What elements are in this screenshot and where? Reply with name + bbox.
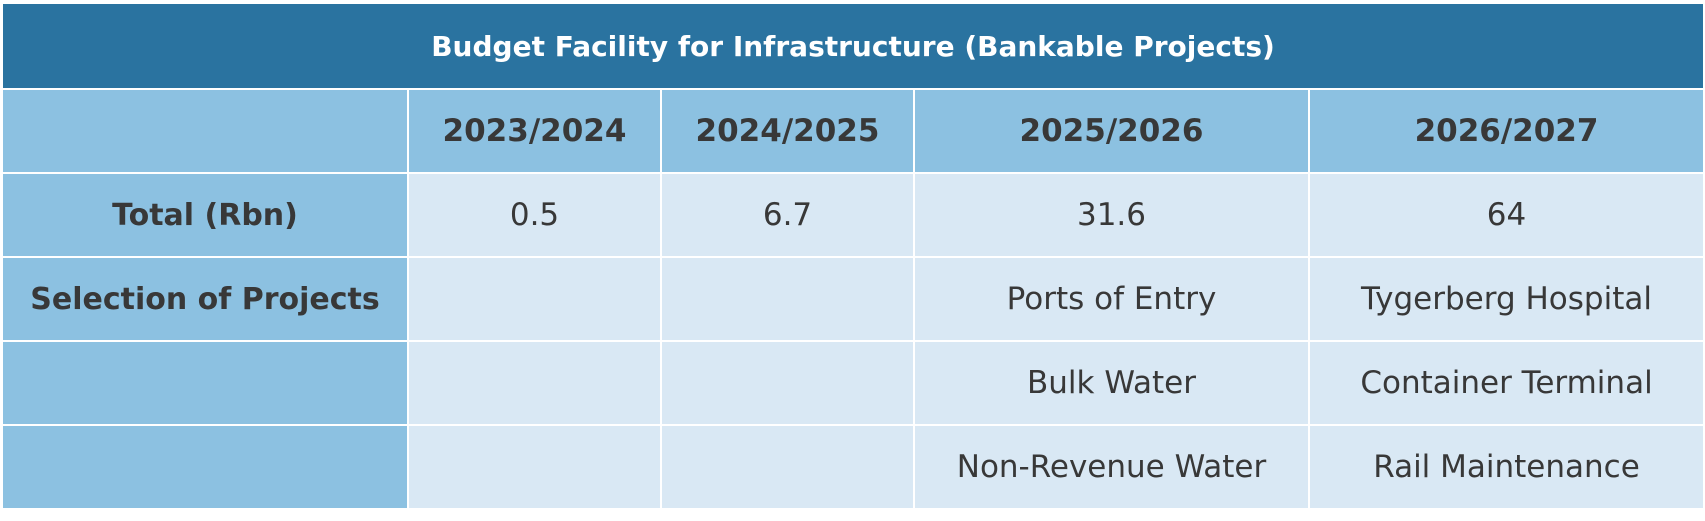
table-cell: 0.5 — [407, 172, 662, 258]
row-label — [1, 424, 409, 510]
row-label — [1, 340, 409, 426]
title-row: Budget Facility for Infrastructure (Bank… — [0, 2, 1705, 90]
table-title: Budget Facility for Infrastructure (Bank… — [0, 2, 1705, 90]
header-cell-2025-2026: 2025/2026 — [913, 88, 1310, 174]
table-cell: 64 — [1307, 172, 1705, 258]
table-row-total: Total (Rbn) 0.5 6.7 31.6 64 — [1, 172, 1705, 258]
row-label: Selection of Projects — [1, 256, 409, 342]
header-cell-2026-2027: 2026/2027 — [1307, 88, 1705, 174]
table-cell: 31.6 — [913, 172, 1310, 258]
table-cell: Rail Maintenance — [1307, 424, 1705, 510]
table-cell — [660, 424, 915, 510]
table-cell — [407, 424, 662, 510]
table-cell: Container Terminal — [1307, 340, 1705, 426]
table-cell — [660, 340, 915, 426]
header-cell-corner — [1, 88, 409, 174]
budget-table: Budget Facility for Infrastructure (Bank… — [0, 2, 1705, 510]
table-cell: Ports of Entry — [913, 256, 1310, 342]
table-cell: Non-Revenue Water — [913, 424, 1310, 510]
table-row-projects-2: Bulk Water Container Terminal — [1, 340, 1705, 426]
table-cell — [407, 340, 662, 426]
header-cell-2024-2025: 2024/2025 — [660, 88, 915, 174]
header-row: 2023/2024 2024/2025 2025/2026 2026/2027 — [1, 88, 1705, 174]
table-row-projects-1: Selection of Projects Ports of Entry Tyg… — [1, 256, 1705, 342]
table-cell: Tygerberg Hospital — [1307, 256, 1705, 342]
table-cell: 6.7 — [660, 172, 915, 258]
header-cell-2023-2024: 2023/2024 — [407, 88, 662, 174]
table-row-projects-3: Non-Revenue Water Rail Maintenance — [1, 424, 1705, 510]
table-cell — [660, 256, 915, 342]
row-label: Total (Rbn) — [1, 172, 409, 258]
table-cell: Bulk Water — [913, 340, 1310, 426]
table-cell — [407, 256, 662, 342]
